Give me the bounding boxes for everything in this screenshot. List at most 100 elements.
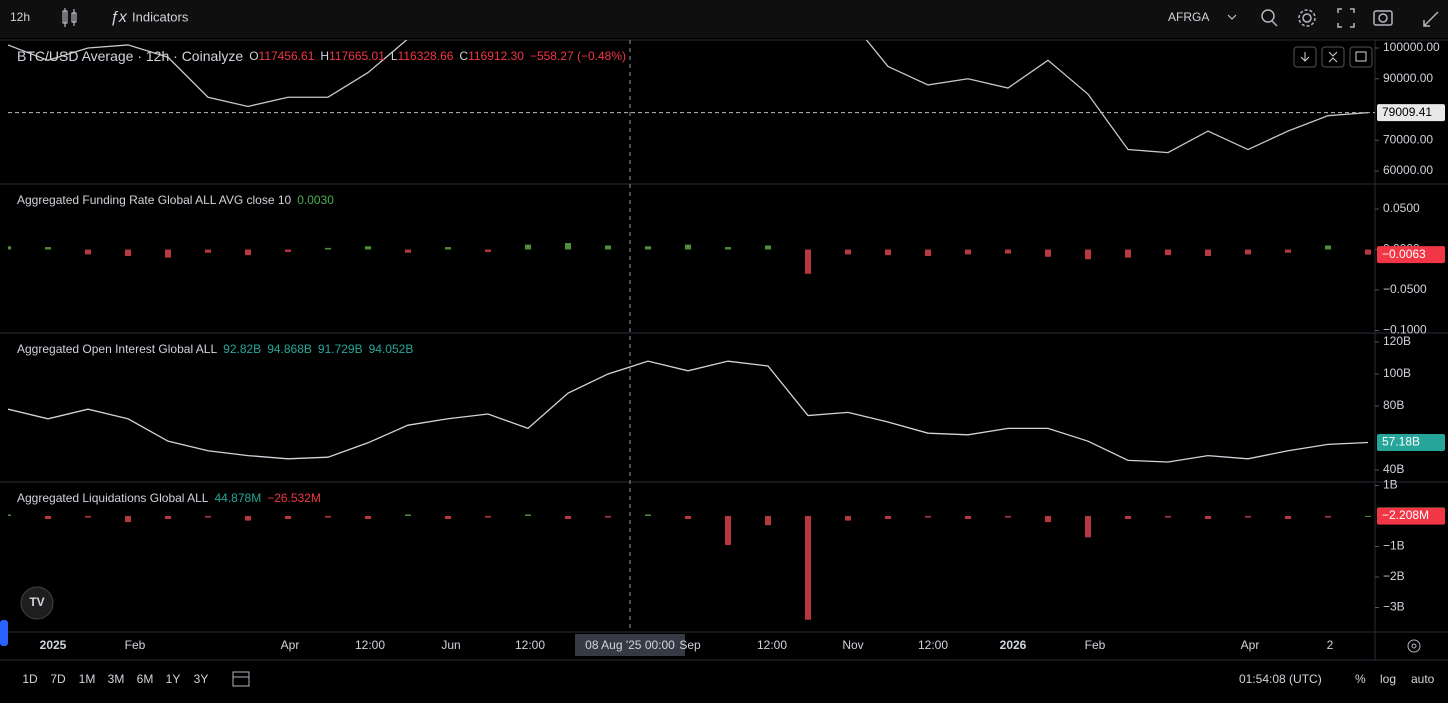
x-tick-label: Apr (281, 638, 300, 652)
range-button[interactable]: 1M (79, 672, 96, 686)
x-tick-label: 12:00 (918, 638, 948, 652)
legend-value: 44.878M (214, 491, 261, 505)
histogram-bar (1045, 516, 1051, 523)
last-value-box (1377, 507, 1445, 525)
auto-toggle[interactable]: auto (1411, 672, 1435, 686)
pane-series (8, 514, 1371, 620)
interval-button[interactable]: 12h (10, 10, 30, 24)
pane-legend: BTC/USD Average · 12h · Coinalyze O117456… (17, 48, 626, 64)
histogram-bar (325, 247, 331, 250)
indicators-button[interactable]: Indicators (132, 9, 189, 24)
histogram-bar (525, 244, 531, 250)
y-tick-label: 40B (1383, 462, 1404, 476)
histogram-bar (965, 516, 971, 520)
x-tick-label: Jun (441, 638, 460, 652)
histogram-bar (8, 514, 11, 517)
histogram-bar (885, 516, 891, 520)
histogram-bar (845, 516, 851, 521)
histogram-bar (125, 516, 131, 523)
histogram-bar (45, 247, 51, 250)
histogram-bar (1045, 249, 1051, 257)
range-button[interactable]: 3Y (194, 672, 209, 686)
histogram-bar (1325, 245, 1331, 250)
ohlc-value: 117665.01 (329, 49, 385, 63)
x-tick-label: 12:00 (355, 638, 385, 652)
legend-title: Aggregated Liquidations Global ALL (17, 491, 209, 505)
histogram-bar (525, 514, 531, 517)
histogram-bar (365, 246, 371, 250)
range-button[interactable]: 7D (50, 672, 66, 686)
histogram-bar (685, 516, 691, 520)
toolbar-icons[interactable] (1261, 8, 1439, 28)
y-tick-label: −1B (1383, 539, 1405, 553)
histogram-bar (805, 516, 811, 620)
histogram-bar (1285, 249, 1291, 253)
histogram-bar (1085, 516, 1091, 538)
range-button[interactable]: 6M (137, 672, 154, 686)
histogram-bar (1005, 516, 1011, 518)
histogram-bar (445, 516, 451, 520)
last-value-box (1377, 434, 1445, 452)
histogram-bar (1245, 249, 1251, 255)
last-value-label: 57.18B (1382, 435, 1420, 449)
pane-buttons[interactable] (1293, 46, 1373, 68)
x-tick-label: Feb (1085, 638, 1106, 652)
percent-toggle[interactable]: % (1355, 672, 1366, 686)
pane-legend: Aggregated Open Interest Global ALL 92.82… (17, 342, 413, 356)
histogram-bar (1165, 516, 1171, 518)
side-tab[interactable] (0, 620, 8, 646)
histogram-bar (1245, 516, 1251, 518)
histogram-bar (485, 249, 491, 252)
tv-logo-text: TV (29, 595, 44, 609)
x-tick-label: Apr (1241, 638, 1260, 652)
histogram-bar (45, 516, 51, 520)
histogram-bar (845, 249, 851, 255)
histogram-bar (565, 243, 571, 250)
top-toolbar (0, 0, 1448, 38)
log-toggle[interactable]: log (1380, 672, 1396, 686)
pane-legend: Aggregated Liquidations Global ALL 44.878… (17, 491, 321, 505)
histogram-bar (1085, 249, 1091, 260)
range-button[interactable]: 3M (108, 672, 125, 686)
range-button[interactable]: 1Y (166, 672, 181, 686)
histogram-bar (1365, 515, 1371, 517)
histogram-bar (445, 247, 451, 250)
x-tick-label: Sep (679, 638, 701, 652)
histogram-bar (725, 516, 731, 545)
histogram-bar (165, 249, 171, 258)
legend-value: 94.052B (369, 342, 414, 356)
y-tick-label: 1B (1383, 478, 1398, 492)
date-range-icon[interactable] (232, 671, 250, 687)
symbol-button[interactable]: AFRGA (1168, 10, 1209, 24)
histogram-bar (405, 249, 411, 253)
legend-value: 91.729B (318, 342, 363, 356)
pane-series (8, 243, 1371, 274)
ohlc-key: H (320, 49, 329, 63)
legend-value: 92.82B (223, 342, 261, 356)
y-tick-label: 100000.00 (1383, 40, 1440, 54)
last-value-box (1377, 104, 1445, 122)
x-tick-label: 12:00 (515, 638, 545, 652)
candles-icon[interactable] (62, 8, 77, 27)
range-button[interactable]: 1D (22, 672, 38, 686)
histogram-bar (85, 516, 91, 518)
x-tick-label: Nov (842, 638, 863, 652)
last-value-label: 79009.41 (1382, 105, 1432, 119)
histogram-bar (765, 516, 771, 526)
y-tick-label: 90000.00 (1383, 71, 1433, 85)
settings-icon[interactable] (1407, 639, 1421, 653)
last-value-label: −0.0063 (1382, 247, 1426, 261)
histogram-bar (205, 249, 211, 253)
histogram-bar (165, 516, 171, 520)
ohlc-value: 116912.30 (468, 49, 524, 63)
last-value-box (1377, 246, 1445, 264)
histogram-bar (1365, 249, 1371, 255)
x-tick-label: 2025 (40, 638, 67, 652)
fx-icon: ƒx (110, 9, 128, 26)
y-tick-label: −0.0500 (1383, 282, 1427, 296)
legend-title: BTC/USD Average · 12h · Coinalyze (17, 48, 243, 64)
histogram-bar (765, 245, 771, 250)
dropdown-icon[interactable] (1227, 14, 1237, 20)
histogram-bar (325, 516, 331, 518)
